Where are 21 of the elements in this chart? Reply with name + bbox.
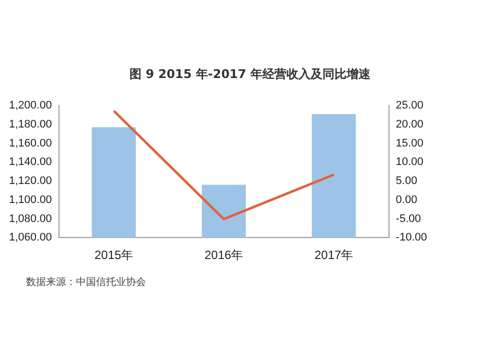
y-tick-label: 1,060.00 [8,232,52,244]
y2-tick-label: 0.00 [396,194,418,206]
chart-title: 图 9 2015 年-2017 年经营收入及同比增速 [128,66,372,83]
y-tick-label: 1,120.00 [8,175,52,188]
y-tick-label: 1,080.00 [8,212,52,225]
x-tick-label: 2016年 [204,248,244,262]
y-tick-label: 1,160.00 [8,137,52,150]
y2-tick-label: 15.00 [396,137,424,150]
y-tick-label: 1,100.00 [8,194,52,206]
y2-tick-label: -10.00 [396,232,428,244]
y-tick-label: 1,200.00 [8,100,52,112]
y-tick-label: 1,140.00 [8,156,52,168]
source-note: 数据来源：中国信托业协会 [26,276,146,289]
x-tick-label: 2015年 [94,248,134,262]
x-tick-label: 2017年 [314,248,354,262]
y-tick-label: 1,180.00 [8,118,52,130]
y2-tick-label: 25.00 [396,100,424,112]
y2-tick-label: 20.00 [396,118,424,130]
y2-tick-label: 10.00 [396,156,424,168]
y2-tick-label: 5.00 [396,175,418,188]
y2-tick-label: -5.00 [396,212,421,225]
